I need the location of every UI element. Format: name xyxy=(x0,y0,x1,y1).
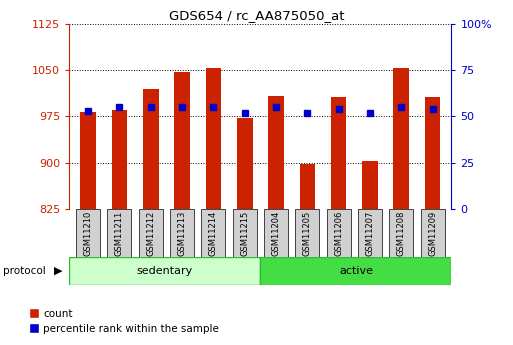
FancyBboxPatch shape xyxy=(261,257,451,285)
Bar xyxy=(425,97,441,209)
Text: GSM11214: GSM11214 xyxy=(209,210,218,256)
Text: GSM11204: GSM11204 xyxy=(271,210,281,256)
Text: GSM11206: GSM11206 xyxy=(334,210,343,256)
Text: GSM11208: GSM11208 xyxy=(397,210,406,256)
FancyBboxPatch shape xyxy=(421,209,445,257)
FancyBboxPatch shape xyxy=(233,209,256,257)
Text: ▶: ▶ xyxy=(54,266,63,276)
Bar xyxy=(111,110,127,209)
Bar xyxy=(268,96,284,209)
Text: GSM11207: GSM11207 xyxy=(365,210,374,256)
Bar xyxy=(362,161,378,209)
Text: GSM11210: GSM11210 xyxy=(84,210,92,256)
Text: GSM11211: GSM11211 xyxy=(115,210,124,256)
FancyBboxPatch shape xyxy=(389,209,413,257)
FancyBboxPatch shape xyxy=(76,209,100,257)
Bar xyxy=(143,89,159,209)
Text: sedentary: sedentary xyxy=(136,266,193,276)
FancyBboxPatch shape xyxy=(295,209,319,257)
Bar xyxy=(237,118,252,209)
Text: protocol: protocol xyxy=(3,266,45,276)
Bar xyxy=(206,68,221,209)
Text: GSM11212: GSM11212 xyxy=(146,210,155,256)
FancyBboxPatch shape xyxy=(170,209,194,257)
Bar xyxy=(80,111,96,209)
Bar xyxy=(174,71,190,209)
Text: active: active xyxy=(339,266,373,276)
Text: GSM11209: GSM11209 xyxy=(428,210,437,256)
Text: GSM11213: GSM11213 xyxy=(177,210,187,256)
FancyBboxPatch shape xyxy=(202,209,225,257)
Text: GSM11215: GSM11215 xyxy=(240,210,249,256)
Legend: count, percentile rank within the sample: count, percentile rank within the sample xyxy=(26,305,224,338)
Bar xyxy=(393,68,409,209)
FancyBboxPatch shape xyxy=(358,209,382,257)
FancyBboxPatch shape xyxy=(264,209,288,257)
Bar xyxy=(300,164,315,209)
Bar xyxy=(331,97,346,209)
FancyBboxPatch shape xyxy=(139,209,163,257)
Text: GDS654 / rc_AA875050_at: GDS654 / rc_AA875050_at xyxy=(169,9,344,22)
Text: GSM11205: GSM11205 xyxy=(303,210,312,256)
FancyBboxPatch shape xyxy=(327,209,350,257)
FancyBboxPatch shape xyxy=(69,257,261,285)
FancyBboxPatch shape xyxy=(108,209,131,257)
